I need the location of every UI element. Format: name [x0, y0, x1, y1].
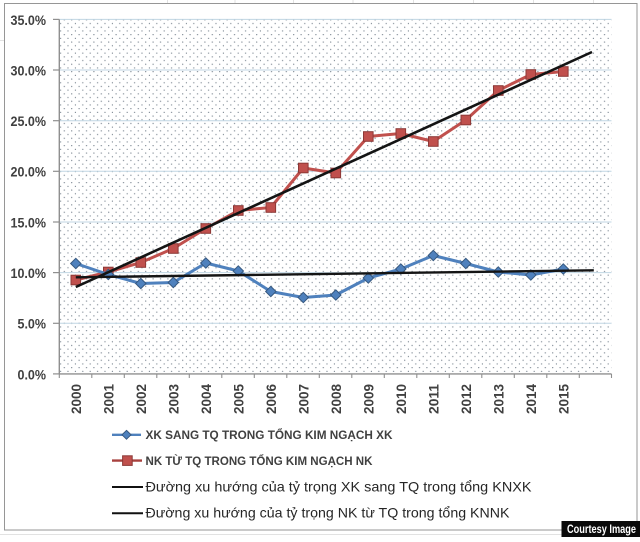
svg-text:2012: 2012 [459, 384, 474, 414]
svg-text:2013: 2013 [492, 384, 507, 414]
svg-text:20.0%: 20.0% [11, 165, 47, 180]
svg-text:2000: 2000 [69, 384, 84, 414]
svg-text:10.0%: 10.0% [11, 266, 47, 281]
svg-text:15.0%: 15.0% [11, 215, 47, 230]
svg-text:30.0%: 30.0% [11, 63, 47, 78]
svg-text:2005: 2005 [232, 384, 247, 414]
svg-text:NK TỪ TQ TRONG TỔNG KIM NGẠCH: NK TỪ TQ TRONG TỔNG KIM NGẠCH NK [146, 453, 373, 468]
svg-text:2007: 2007 [297, 384, 312, 414]
svg-text:2009: 2009 [362, 384, 377, 414]
svg-text:2004: 2004 [199, 384, 214, 414]
svg-text:Courtesy Image: Courtesy Image [567, 524, 636, 536]
svg-text:2002: 2002 [134, 384, 149, 414]
svg-text:2011: 2011 [427, 384, 442, 414]
svg-text:2001: 2001 [102, 384, 117, 414]
svg-text:5.0%: 5.0% [18, 317, 47, 332]
svg-text:XK SANG TQ TRONG TỔNG KIM NGẠC: XK SANG TQ TRONG TỔNG KIM NGẠCH XK [146, 427, 393, 442]
svg-text:2015: 2015 [557, 384, 572, 414]
svg-text:0.0%: 0.0% [18, 367, 47, 382]
svg-text:2014: 2014 [524, 384, 539, 414]
svg-text:2003: 2003 [167, 384, 182, 414]
svg-text:Đường xu hướng của tỷ trọng NK: Đường xu hướng của tỷ trọng NK từ TQ tro… [146, 506, 510, 521]
svg-text:35.0%: 35.0% [11, 13, 47, 28]
svg-text:2010: 2010 [394, 384, 409, 414]
svg-text:Đường xu hướng của tỷ trọng XK: Đường xu hướng của tỷ trọng XK sang TQ t… [146, 480, 532, 495]
svg-text:2008: 2008 [329, 384, 344, 414]
svg-text:2006: 2006 [264, 384, 279, 414]
svg-text:25.0%: 25.0% [11, 114, 47, 129]
